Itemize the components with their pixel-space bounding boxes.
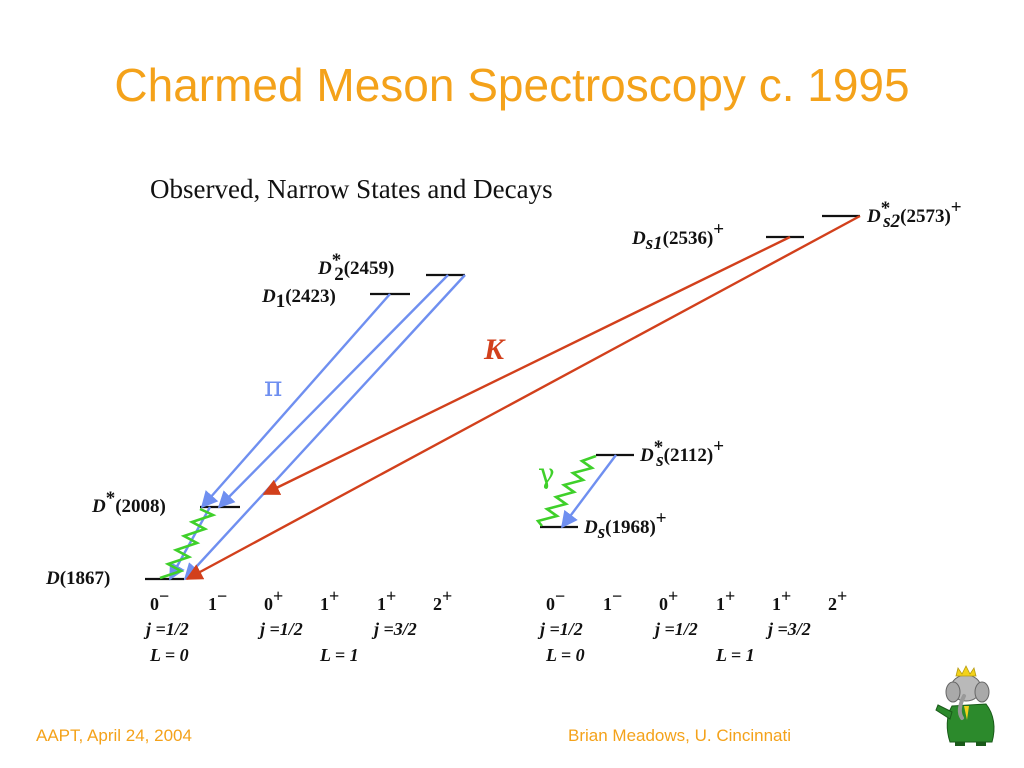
pion-arrow-d2-to-d [183,274,466,581]
jp-label: 1− [603,586,622,614]
kaon-arrow-ds2-to-d [185,214,861,581]
photon-wave-dstar-to-d [159,507,217,580]
l-label: L = 0 [545,645,585,665]
kaon-label: K [483,333,506,366]
state-label-ds1968: Ds(1968)+ [583,508,667,543]
state-label-dstar2008: D*(2008) [91,488,166,517]
jp-label: 2+ [828,586,847,614]
j-label: j =3/2 [371,619,417,639]
jp-label: 1− [208,586,227,614]
j-label: j =1/2 [257,619,303,639]
j-label: j =1/2 [537,619,583,639]
jp-label: 1+ [377,586,396,614]
pion-label: π [264,370,282,403]
pion-arrow-d2-to-dstar [217,274,449,509]
l-label: L = 1 [319,645,359,665]
state-label-d1867: D(1867) [45,568,110,589]
babar-elephant-icon [935,665,995,746]
l-label: L = 0 [149,645,189,665]
photon-wave-dsstar-to-ds [535,454,597,527]
jp-label: 1+ [772,586,791,614]
jp-label: 2+ [433,586,452,614]
slide-title: Charmed Meson Spectroscopy c. 1995 [114,59,910,111]
jp-label: 0+ [659,586,678,614]
kaon-arrow-ds1-to-dstar [262,235,791,496]
j-label: j =1/2 [143,619,189,639]
jp-label: 0− [546,586,565,614]
diagram-subtitle: Observed, Narrow States and Decays [150,174,553,204]
state-label-ds1-2536: Ds1(2536)+ [631,219,724,254]
j-label: j =3/2 [765,619,811,639]
state-label-d2star-2459: D* 2(2459) [317,250,394,285]
blue-arrow-dsstar-to-ds [560,454,617,529]
l-label: L = 1 [715,645,755,665]
photon-label: γ [538,457,555,490]
footer-author: Brian Meadows, U. Cincinnati [568,726,791,745]
state-label-ds2star-2573: D* s2(2573)+ [866,197,962,232]
state-label-dsstar2112: D* s(2112)+ [639,436,724,471]
pion-arrow-d1-to-dstar [200,293,391,509]
quantum-numbers-left: 0− 1− 0+ 1+ 1+ 2+ j =1/2 j =1/2 j =3/2 L… [143,586,452,665]
state-label-d1-2423: D1(2423) [261,286,336,312]
quantum-numbers-right: 0− 1− 0+ 1+ 1+ 2+ j =1/2 j =1/2 j =3/2 L… [537,586,847,665]
footer-event: AAPT, April 24, 2004 [36,726,192,745]
jp-label: 0− [150,586,169,614]
j-label: j =1/2 [652,619,698,639]
jp-label: 1+ [716,586,735,614]
jp-label: 0+ [264,586,283,614]
jp-label: 1+ [320,586,339,614]
